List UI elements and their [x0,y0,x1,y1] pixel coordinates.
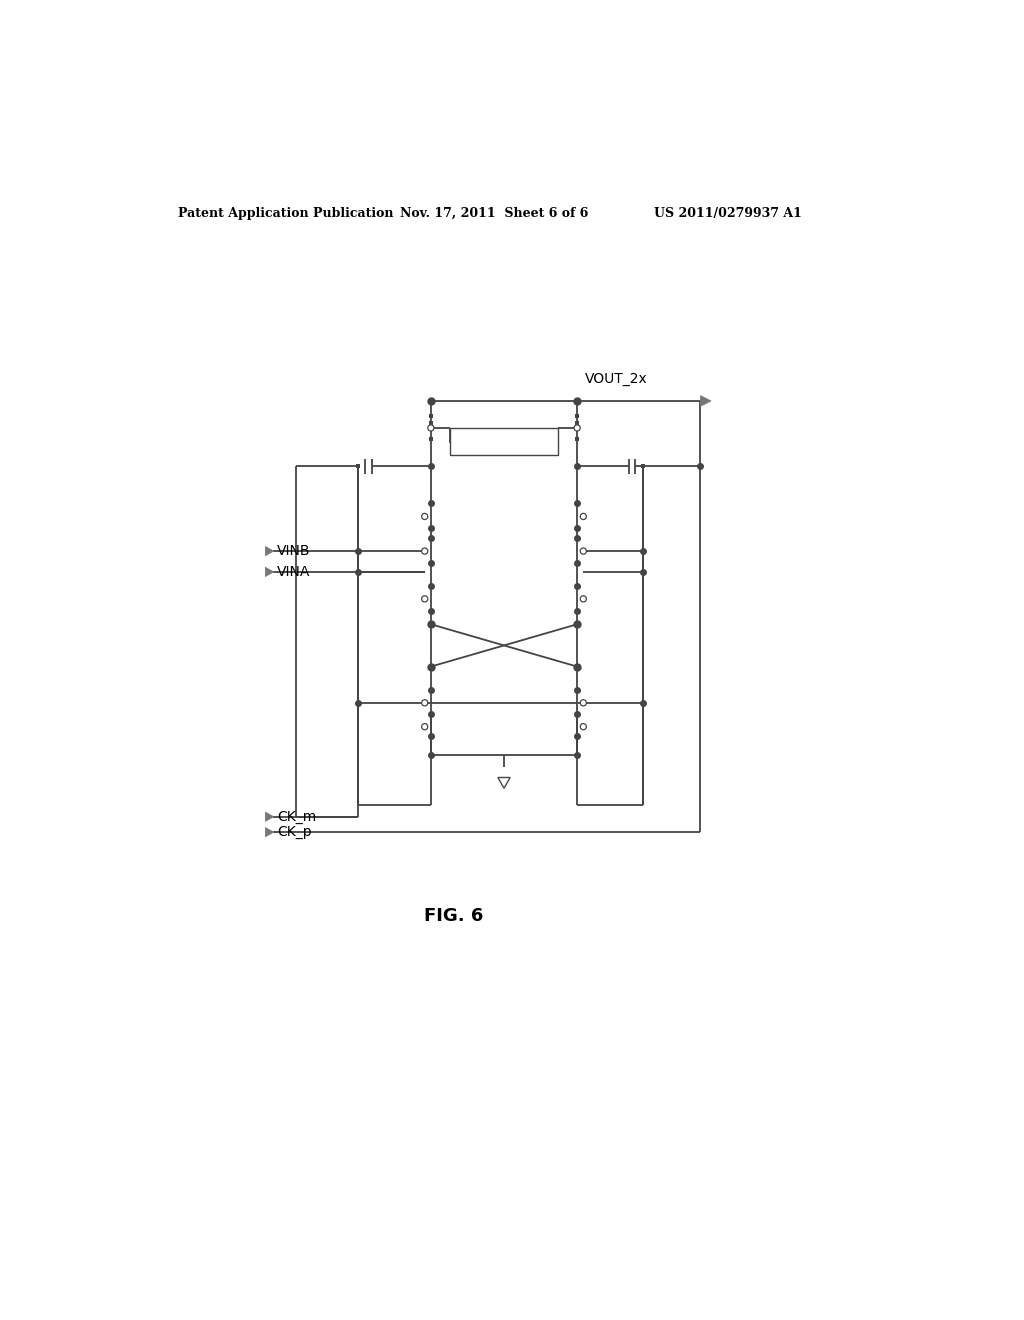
Polygon shape [265,828,273,837]
Bar [575,421,580,425]
Circle shape [574,425,581,432]
Bar [451,428,558,455]
Text: VOUT_2x: VOUT_2x [585,371,647,385]
Bar [429,688,433,692]
Polygon shape [498,777,510,788]
Circle shape [581,595,587,602]
Bar [429,536,433,540]
Circle shape [581,513,587,520]
Bar [429,437,433,441]
Bar [575,414,580,418]
Bar [575,437,580,441]
Text: CK_p: CK_p [276,825,311,840]
Text: VINB: VINB [276,544,310,558]
Text: Nov. 17, 2011  Sheet 6 of 6: Nov. 17, 2011 Sheet 6 of 6 [400,207,589,220]
Text: CK_m: CK_m [276,809,316,824]
Bar [575,536,580,540]
Bar [575,688,580,692]
Circle shape [422,548,428,554]
Bar [575,527,580,529]
Text: FIG. 6: FIG. 6 [424,907,483,925]
Bar [575,713,580,717]
Bar [429,583,433,587]
Bar [429,421,433,425]
Bar [429,502,433,506]
Text: VINA: VINA [276,565,310,579]
Circle shape [428,425,434,432]
Bar [429,734,433,738]
Bar [355,465,359,469]
Circle shape [422,700,428,706]
Bar [429,414,433,418]
Bar [575,561,580,565]
Polygon shape [265,812,273,821]
Bar [641,465,644,469]
Polygon shape [265,568,273,577]
Polygon shape [700,396,711,407]
Circle shape [581,700,587,706]
Text: Patent Application Publication: Patent Application Publication [178,207,394,220]
Circle shape [581,548,587,554]
Circle shape [422,595,428,602]
Bar [429,610,433,612]
Bar [429,527,433,529]
Bar [575,610,580,612]
Polygon shape [265,546,273,556]
Circle shape [581,723,587,730]
Circle shape [422,513,428,520]
Bar [575,583,580,587]
Bar [575,734,580,738]
Circle shape [422,723,428,730]
Bar [429,713,433,717]
Text: US 2011/0279937 A1: US 2011/0279937 A1 [654,207,802,220]
Bar [575,502,580,506]
Bar [429,561,433,565]
